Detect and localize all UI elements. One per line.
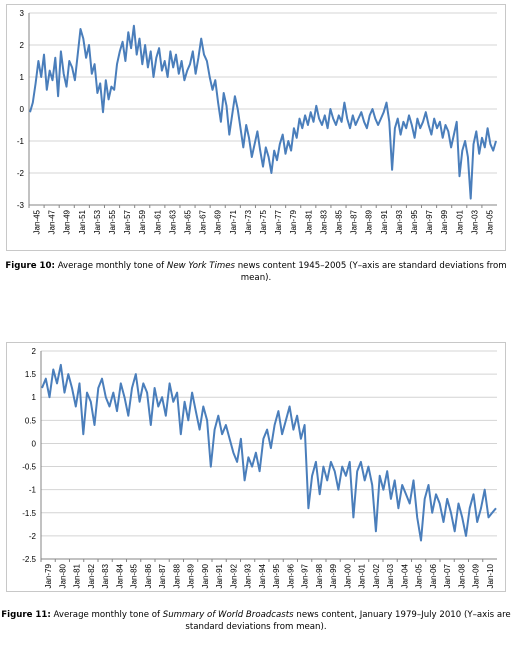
x-tick-label: Jan-87 <box>158 563 167 588</box>
x-tick-label: Jan-85 <box>334 209 343 234</box>
x-tick-label: Jan-02 <box>372 563 381 588</box>
y-tick-label: -1 <box>17 137 25 146</box>
x-tick-label: Jan-05 <box>415 563 424 588</box>
x-tick-label: Jan-03 <box>470 209 479 234</box>
y-tick-label: 0.5 <box>25 416 37 425</box>
x-tick-label: Jan-95 <box>410 209 419 234</box>
x-tick-label: Jan-61 <box>153 209 162 234</box>
figure-11-caption-pre: Average monthly tone of <box>53 610 163 620</box>
x-tick-label: Jan-99 <box>329 563 338 588</box>
x-tick-label: Jan-97 <box>425 209 434 234</box>
chart-11-swb-tone: 2 1.5 1 0.5 0 -0.5 -1 -1.5 -2 -2.5 Jan-79 Jan-80 Jan… <box>22 347 497 588</box>
x-tick-label: Jan-00 <box>343 563 352 588</box>
x-tick-label: Jan-59 <box>138 209 147 234</box>
figure-11-label: Figure 11: <box>1 610 51 620</box>
figure-11-caption-post: news content, January 1979–July 2010 (Y–… <box>185 610 511 632</box>
x-tick-label: Jan-84 <box>115 563 124 588</box>
figure-11: 2 1.5 1 0.5 0 -0.5 -1 -1.5 -2 -2.5 Jan-79 Jan-80 Jan… <box>0 338 512 645</box>
y-tick-label: -2 <box>17 169 25 178</box>
x-tick-label: Jan-92 <box>229 563 238 588</box>
x-tick-label: Jan-57 <box>123 209 132 234</box>
x-tick-label: Jan-71 <box>229 209 238 234</box>
chart-10-nyt-tone: 3 2 1 0 -1 -2 -3 Jan-45 Jan-47 Jan-49 Jan-51 Jan-53… <box>17 9 497 234</box>
x-tick-label: Jan-86 <box>144 563 153 588</box>
figure-10-caption: Figure 10: Average monthly tone of New Y… <box>0 260 512 284</box>
x-tick-label: Jan-91 <box>215 563 224 588</box>
x-tick-label: Jan-67 <box>199 209 208 234</box>
x-tick-label: Jan-79 <box>289 209 298 234</box>
x-tick-label: Jan-99 <box>440 209 449 234</box>
x-tick-label: Jan-07 <box>443 563 452 588</box>
x-tick-label: Jan-89 <box>365 209 374 234</box>
x-tick-label: Jan-01 <box>455 209 464 234</box>
series-line <box>41 363 497 542</box>
chart-11-frame: 2 1.5 1 0.5 0 -0.5 -1 -1.5 -2 -2.5 Jan-79 Jan-80 Jan… <box>6 342 506 592</box>
x-tick-label: Jan-82 <box>87 563 96 588</box>
x-tick-label: Jan-65 <box>184 209 193 234</box>
y-tick-label: 2 <box>32 347 37 356</box>
x-tick-label: Jan-73 <box>244 209 253 234</box>
x-tick-label: Jan-51 <box>78 209 87 234</box>
x-tick-label: Jan-08 <box>457 563 466 588</box>
x-tick-label: Jan-96 <box>286 563 295 588</box>
x-tick-label: Jan-10 <box>486 563 495 588</box>
x-tick-label: Jan-80 <box>58 563 67 588</box>
x-tick-label: Jan-05 <box>485 209 494 234</box>
y-tick-label: -3 <box>17 201 25 210</box>
x-tick-label: Jan-55 <box>108 209 117 234</box>
x-tick-label: Jan-91 <box>380 209 389 234</box>
x-tick-label: Jan-09 <box>472 563 481 588</box>
y-tick-label: 0 <box>20 105 25 114</box>
y-tick-label: -2.5 <box>22 555 36 564</box>
x-tick-label: Jan-83 <box>101 563 110 588</box>
x-tick-label: Jan-97 <box>301 563 310 588</box>
x-tick-label: Jan-03 <box>386 563 395 588</box>
series-line <box>29 24 497 200</box>
y-tick-label: -1.5 <box>22 509 36 518</box>
x-tick-label: Jan-53 <box>93 209 102 234</box>
x-tick-label: Jan-77 <box>274 209 283 234</box>
x-tick-label: Jan-81 <box>304 209 313 234</box>
x-tick-label: Jan-45 <box>33 209 42 234</box>
x-tick-label: Jan-93 <box>395 209 404 234</box>
x-tick-label: Jan-79 <box>44 563 53 588</box>
y-tick-label: 1 <box>20 73 25 82</box>
y-tick-label: -2 <box>29 532 37 541</box>
x-tick-label: Jan-06 <box>429 563 438 588</box>
x-tick-label: Jan-85 <box>130 563 139 588</box>
y-tick-label: -1 <box>29 486 37 495</box>
x-tick-label: Jan-49 <box>63 209 72 234</box>
figure-10: 3 2 1 0 -1 -2 -3 Jan-45 Jan-47 Jan-49 Jan-51 Jan-53… <box>0 0 512 300</box>
x-tick-label: Jan-98 <box>315 563 324 588</box>
x-tick-label: Jan-83 <box>319 209 328 234</box>
x-tick-label: Jan-87 <box>350 209 359 234</box>
y-tick-label: 1.5 <box>25 370 37 379</box>
figure-10-caption-post: news content 1945–2005 (Y–axis are stand… <box>234 261 507 283</box>
x-tick-label: Jan-90 <box>201 563 210 588</box>
figure-10-label: Figure 10: <box>5 261 55 271</box>
x-tick-label: Jan-47 <box>48 209 57 234</box>
figure-10-caption-italic: New York Times <box>166 261 235 271</box>
x-tick-label: Jan-01 <box>358 563 367 588</box>
x-tick-label: Jan-88 <box>172 563 181 588</box>
x-tick-label: Jan-94 <box>258 563 267 588</box>
x-tick-label: Jan-75 <box>259 209 268 234</box>
x-tick-label: Jan-81 <box>73 563 82 588</box>
y-tick-label: 0 <box>32 439 37 448</box>
y-tick-label: 2 <box>20 41 25 50</box>
x-tick-label: Jan-89 <box>187 563 196 588</box>
x-tick-label: Jan-93 <box>244 563 253 588</box>
y-tick-label: -0.5 <box>22 463 36 472</box>
x-tick-label: Jan-95 <box>272 563 281 588</box>
y-tick-label: 3 <box>20 9 25 18</box>
chart-10-frame: 3 2 1 0 -1 -2 -3 Jan-45 Jan-47 Jan-49 Jan-51 Jan-53… <box>6 4 506 251</box>
figure-11-caption: Figure 11: Average monthly tone of Summa… <box>0 609 512 633</box>
figure-10-caption-pre: Average monthly tone of <box>57 261 167 271</box>
x-tick-label: Jan-69 <box>214 209 223 234</box>
x-tick-label: Jan-04 <box>400 563 409 588</box>
y-tick-label: 1 <box>32 393 37 402</box>
figure-11-caption-italic: Summary of World Broadcasts <box>162 610 294 620</box>
x-tick-label: Jan-63 <box>168 209 177 234</box>
